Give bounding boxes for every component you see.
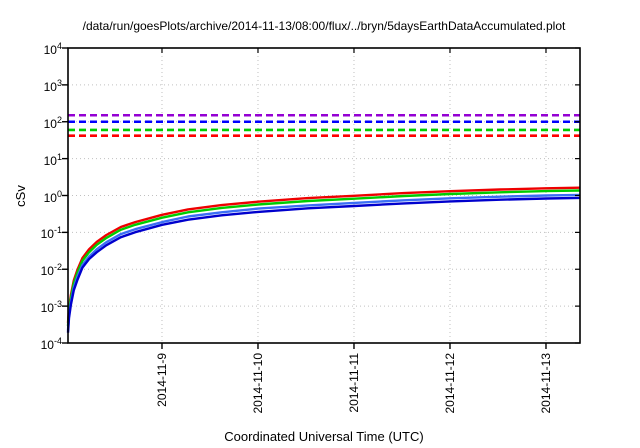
y-tick-label: 102 — [43, 114, 62, 131]
x-tick-label: 2014-11-11 — [346, 353, 361, 413]
x-tick-label: 2014-11-10 — [250, 353, 265, 414]
y-tick-label: 101 — [43, 151, 62, 168]
accumulated-dose-lightblue-curve — [66, 193, 580, 331]
chart-title: /data/run/goesPlots/archive/2014-11-13/0… — [82, 19, 566, 33]
x-axis-label: Coordinated Universal Time (UTC) — [224, 429, 424, 444]
y-tick-label: 10-3 — [40, 299, 62, 316]
y-tick-label: 100 — [43, 188, 62, 205]
y-tick-label: 104 — [43, 41, 62, 57]
y-tick-label: 103 — [43, 77, 62, 94]
y-tick-label: 10-2 — [40, 262, 62, 279]
accumulated-dose-blue-curve — [66, 196, 580, 333]
x-tick-label: 2014-11-13 — [538, 353, 553, 414]
y-tick-label: 10-4 — [40, 336, 62, 352]
accumulated-dose-green-curve — [66, 189, 580, 326]
x-tick-label: 2014-11-12 — [442, 353, 457, 414]
x-tick-label: 2014-11-9 — [154, 353, 169, 407]
y-tick-label: 10-1 — [40, 225, 62, 242]
